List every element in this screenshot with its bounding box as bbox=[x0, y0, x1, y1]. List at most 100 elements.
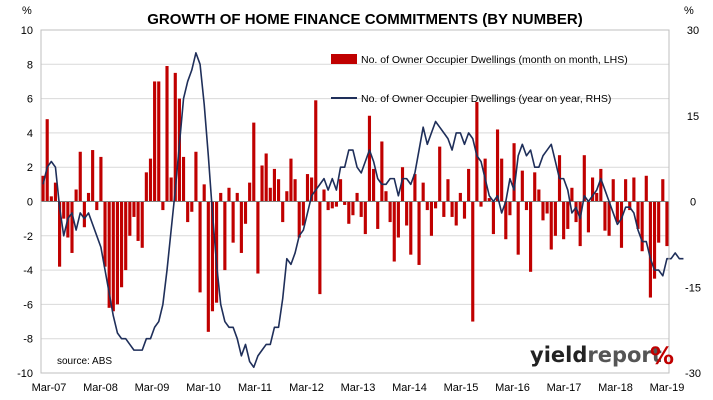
bar-58 bbox=[281, 201, 285, 223]
x-tick-11: Mar-18 bbox=[598, 382, 633, 394]
left-tick-0: -10 bbox=[17, 368, 33, 380]
bar-128 bbox=[570, 187, 574, 202]
bar-29 bbox=[161, 201, 165, 211]
bar-124 bbox=[553, 201, 557, 236]
bar-79 bbox=[367, 115, 372, 202]
yoy-line bbox=[42, 52, 684, 369]
plot-frame bbox=[40, 29, 670, 374]
bar-106 bbox=[479, 201, 483, 207]
bar-86 bbox=[396, 201, 400, 238]
source-note: source: ABS bbox=[57, 356, 112, 367]
bar-81 bbox=[376, 201, 380, 229]
left-tick-2: -6 bbox=[23, 299, 33, 311]
bar-117 bbox=[524, 201, 529, 211]
bar-148 bbox=[652, 201, 657, 279]
bar-139 bbox=[615, 201, 619, 223]
bar-60 bbox=[289, 158, 293, 202]
bar-151 bbox=[665, 201, 669, 247]
bar-31 bbox=[169, 177, 173, 202]
bar-142 bbox=[628, 201, 632, 211]
bar-123 bbox=[549, 201, 553, 250]
bar-108 bbox=[487, 198, 491, 202]
left-tick-9: 8 bbox=[27, 59, 33, 71]
bar-101 bbox=[458, 192, 462, 202]
bar-121 bbox=[541, 201, 545, 221]
bar-23 bbox=[136, 201, 140, 241]
bar-40 bbox=[206, 201, 210, 332]
right-tick-1: -15 bbox=[685, 282, 701, 294]
bar-55 bbox=[268, 187, 272, 202]
x-tick-6: Mar-13 bbox=[341, 382, 376, 394]
bar-90 bbox=[413, 174, 417, 202]
right-tick-0: -30 bbox=[685, 368, 701, 380]
bar-149 bbox=[657, 201, 661, 243]
bar-51 bbox=[252, 122, 256, 202]
chart-title: GROWTH OF HOME FINANCE COMMITMENTS (BY N… bbox=[147, 11, 583, 28]
bar-17 bbox=[111, 201, 115, 312]
bar-16 bbox=[107, 201, 111, 308]
bar-80 bbox=[372, 168, 376, 202]
bar-5 bbox=[62, 201, 66, 219]
bar-10 bbox=[82, 201, 86, 228]
right-axis-unit: % bbox=[684, 5, 694, 17]
x-tick-9: Mar-16 bbox=[495, 382, 530, 394]
x-tick-2: Mar-09 bbox=[135, 382, 170, 394]
bar-24 bbox=[140, 201, 144, 248]
right-tick-2: 0 bbox=[690, 197, 696, 209]
bar-64 bbox=[305, 174, 310, 202]
right-tick-3: 15 bbox=[687, 111, 699, 123]
bar-132 bbox=[586, 201, 590, 233]
bar-1 bbox=[45, 119, 49, 202]
bar-15 bbox=[103, 201, 107, 267]
left-tick-8: 6 bbox=[27, 94, 33, 106]
bar-82 bbox=[380, 141, 384, 202]
legend-line-label: No. of Owner Occupier Dwellings (year on… bbox=[361, 93, 611, 105]
bar-94 bbox=[429, 201, 433, 236]
bar-138 bbox=[611, 179, 615, 202]
bar-115 bbox=[516, 201, 520, 255]
x-tick-12: Mar-19 bbox=[650, 382, 685, 394]
bar-73 bbox=[343, 201, 347, 205]
x-tick-4: Mar-11 bbox=[238, 382, 272, 394]
bar-87 bbox=[400, 167, 405, 202]
left-tick-1: -8 bbox=[23, 334, 33, 346]
bar-30 bbox=[165, 66, 169, 202]
bar-42 bbox=[215, 201, 219, 303]
bar-85 bbox=[392, 201, 396, 262]
bar-3 bbox=[53, 182, 58, 202]
bar-135 bbox=[599, 168, 603, 202]
bar-98 bbox=[446, 179, 450, 202]
bar-39 bbox=[202, 184, 206, 202]
bar-19 bbox=[120, 201, 124, 288]
x-tick-3: Mar-10 bbox=[186, 382, 221, 394]
bar-69 bbox=[326, 201, 330, 211]
bar-59 bbox=[285, 191, 289, 202]
left-tick-5: 0 bbox=[27, 197, 33, 209]
bar-133 bbox=[591, 177, 595, 202]
bar-97 bbox=[442, 201, 446, 217]
left-tick-3: -4 bbox=[23, 265, 33, 277]
bar-21 bbox=[128, 201, 132, 236]
bar-96 bbox=[438, 146, 442, 202]
bar-34 bbox=[181, 156, 186, 202]
bar-127 bbox=[566, 201, 570, 229]
bar-52 bbox=[256, 201, 260, 274]
left-tick-6: 2 bbox=[27, 162, 33, 174]
svg-text:%: % bbox=[650, 342, 674, 370]
bar-119 bbox=[533, 172, 537, 202]
right-tick-labels: -30 -15 0 15 30 bbox=[685, 25, 701, 380]
bar-32 bbox=[173, 72, 177, 202]
bar-72 bbox=[338, 179, 343, 202]
bar-88 bbox=[405, 201, 409, 226]
bar-141 bbox=[624, 179, 628, 202]
bar-26 bbox=[148, 158, 153, 202]
bar-66 bbox=[314, 100, 318, 202]
bar-62 bbox=[297, 201, 301, 238]
bar-49 bbox=[243, 201, 248, 224]
bar-77 bbox=[359, 201, 363, 217]
bar-145 bbox=[640, 201, 644, 252]
bar-37 bbox=[194, 151, 198, 202]
bar-63 bbox=[301, 201, 305, 226]
legend-bar-label: No. of Owner Occupier Dwellings (month o… bbox=[361, 54, 628, 66]
